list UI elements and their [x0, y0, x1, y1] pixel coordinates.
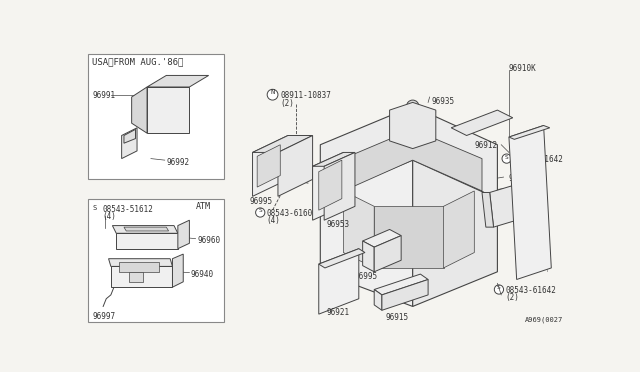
Text: (4): (4) [102, 212, 116, 221]
Polygon shape [178, 220, 189, 249]
Text: 08911-10837: 08911-10837 [280, 91, 331, 100]
Text: 96915: 96915 [386, 312, 409, 322]
Circle shape [267, 89, 278, 100]
Polygon shape [374, 289, 382, 310]
Polygon shape [122, 128, 137, 158]
Text: 96940: 96940 [191, 270, 214, 279]
Polygon shape [147, 76, 209, 87]
Text: S: S [93, 205, 97, 211]
Text: 96986: 96986 [509, 174, 532, 183]
Bar [88, 54, 224, 179]
Circle shape [502, 154, 511, 163]
Circle shape [255, 208, 265, 217]
Circle shape [122, 151, 137, 166]
Polygon shape [490, 183, 524, 227]
Text: 08543-61605: 08543-61605 [266, 209, 317, 218]
Text: 96991: 96991 [92, 91, 115, 100]
Text: S: S [497, 285, 501, 291]
Polygon shape [320, 106, 497, 199]
Text: 96912: 96912 [474, 141, 497, 150]
Polygon shape [344, 191, 374, 268]
Polygon shape [172, 254, 183, 287]
Polygon shape [363, 230, 401, 247]
Polygon shape [278, 135, 312, 196]
Text: 96935: 96935 [432, 97, 455, 106]
Text: 96995: 96995 [250, 197, 273, 206]
Text: 96953: 96953 [326, 220, 349, 229]
Polygon shape [253, 135, 288, 196]
Polygon shape [124, 129, 136, 143]
Text: 08543-61642: 08543-61642 [513, 155, 564, 164]
Polygon shape [451, 110, 513, 135]
Polygon shape [413, 160, 497, 307]
Polygon shape [116, 233, 178, 249]
Text: (2): (2) [513, 163, 527, 171]
Text: 96921: 96921 [326, 308, 349, 317]
Text: 96914E: 96914E [509, 186, 537, 195]
Polygon shape [363, 241, 374, 272]
Circle shape [293, 173, 298, 178]
Polygon shape [482, 192, 493, 227]
Text: S: S [505, 154, 509, 160]
Polygon shape [509, 125, 550, 140]
Text: 96978: 96978 [513, 220, 536, 229]
Polygon shape [312, 153, 344, 220]
Text: 08543-51612: 08543-51612 [102, 205, 153, 214]
Polygon shape [374, 235, 401, 272]
Text: USA〈FROM AUG.'86〉: USA〈FROM AUG.'86〉 [92, 58, 184, 67]
Circle shape [97, 303, 106, 312]
Text: (2): (2) [280, 99, 294, 108]
Polygon shape [374, 274, 428, 295]
Text: N: N [271, 89, 275, 95]
Text: 96992: 96992 [166, 158, 189, 167]
Polygon shape [382, 279, 428, 310]
Text: (4): (4) [266, 217, 280, 225]
Circle shape [91, 205, 100, 214]
Text: 96960: 96960 [197, 236, 220, 246]
Text: A969(0027: A969(0027 [525, 317, 563, 323]
Polygon shape [147, 87, 189, 133]
Polygon shape [124, 227, 168, 231]
Polygon shape [390, 102, 436, 148]
Circle shape [494, 285, 504, 294]
Text: ATM: ATM [196, 202, 211, 212]
Polygon shape [374, 206, 444, 268]
Polygon shape [109, 259, 172, 266]
Polygon shape [312, 153, 355, 166]
Polygon shape [444, 191, 474, 268]
Polygon shape [132, 87, 147, 133]
Polygon shape [509, 125, 551, 279]
Polygon shape [344, 129, 482, 191]
Polygon shape [319, 160, 342, 210]
Polygon shape [111, 266, 172, 287]
Text: 96997: 96997 [92, 312, 115, 321]
Polygon shape [257, 145, 280, 187]
Polygon shape [118, 262, 159, 272]
Bar [88, 199, 224, 322]
Text: S: S [259, 208, 262, 214]
Polygon shape [129, 272, 143, 282]
Polygon shape [253, 135, 312, 153]
Polygon shape [324, 153, 355, 220]
Text: 96910K: 96910K [509, 64, 537, 73]
Text: 08543-61642: 08543-61642 [505, 286, 556, 295]
Polygon shape [319, 249, 359, 314]
Circle shape [406, 100, 419, 112]
Text: (2): (2) [505, 294, 519, 302]
Text: 96995: 96995 [355, 272, 378, 281]
Polygon shape [320, 160, 413, 307]
Polygon shape [113, 225, 178, 233]
Polygon shape [319, 249, 365, 268]
